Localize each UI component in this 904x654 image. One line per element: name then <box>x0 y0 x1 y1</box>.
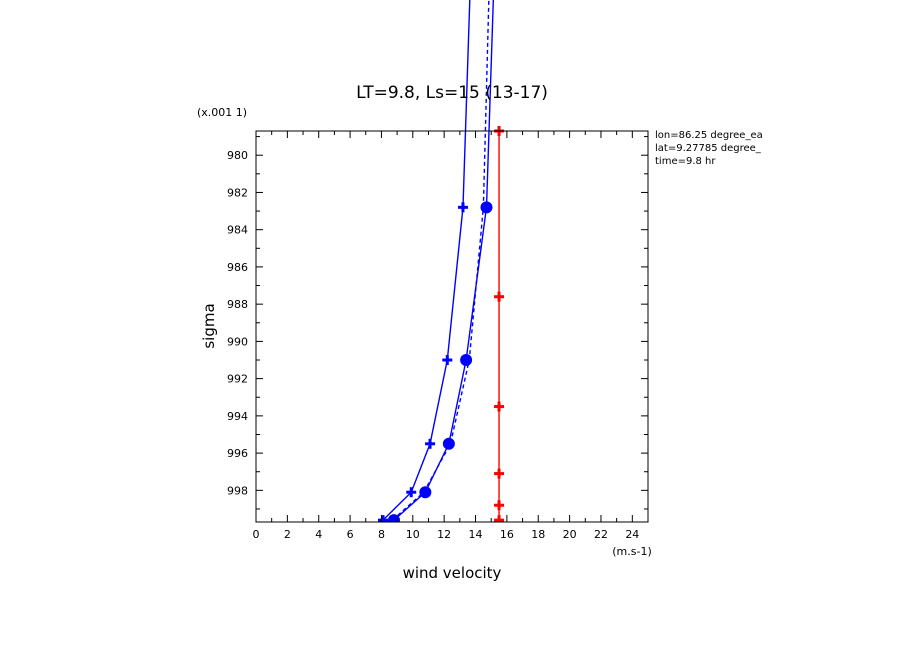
x-tick-label: 20 <box>563 528 577 541</box>
series-4-point <box>494 515 505 522</box>
series-1-point <box>425 438 436 449</box>
series-4-point <box>494 401 505 412</box>
x-tick-label: 18 <box>531 528 545 541</box>
x-tick-label: 22 <box>594 528 608 541</box>
y-tick-label: 986 <box>227 261 248 274</box>
info-lon: lon=86.25 degree_ea <box>655 130 763 141</box>
y-axis-label: sigma <box>200 303 218 348</box>
axes-layer: 0 2 4 6 8 10 12 14 16 18 20 22 249809829849869889909… <box>227 130 649 541</box>
x-tick-label: 6 <box>347 528 354 541</box>
y-tick-label: 980 <box>227 149 248 162</box>
series-3-line <box>391 0 490 521</box>
x-tick-label: 24 <box>625 528 639 541</box>
x-unit-label: (m.s-1) <box>612 545 652 558</box>
x-tick-label: 10 <box>406 528 420 541</box>
y-tick-label: 998 <box>227 484 248 497</box>
y-unit-label: (x.001 1) <box>197 106 247 119</box>
series-4-point <box>494 500 505 511</box>
y-tick-label: 988 <box>227 298 248 311</box>
x-tick-label: 14 <box>469 528 483 541</box>
x-tick-label: 4 <box>315 528 322 541</box>
x-tick-label: 12 <box>437 528 451 541</box>
series-1-point <box>406 487 417 498</box>
chart-title: LT=9.8, Ls=15 (13-17) <box>356 83 548 103</box>
series-2-point <box>419 486 432 499</box>
series-1-point <box>442 355 453 366</box>
y-tick-label: 982 <box>227 186 248 199</box>
plot-frame <box>255 130 649 523</box>
info-time: time=9.8 hr <box>655 156 716 167</box>
series-1-point <box>457 202 468 213</box>
series-4-point <box>494 291 505 302</box>
x-tick-label: 16 <box>500 528 514 541</box>
series-2-point <box>460 354 473 367</box>
x-tick-label: 0 <box>253 528 260 541</box>
x-axis-label: wind velocity <box>403 564 502 582</box>
info-lat: lat=9.27785 degree_ <box>655 143 762 154</box>
series-1-line <box>382 0 471 521</box>
series-2-line <box>393 0 495 521</box>
y-tick-label: 992 <box>227 373 248 386</box>
y-tick-label: 990 <box>227 335 248 348</box>
series-layer <box>378 0 505 522</box>
series-4-point <box>494 468 505 479</box>
series-2-point <box>442 437 455 450</box>
y-tick-label: 984 <box>227 224 248 237</box>
x-tick-label: 8 <box>378 528 385 541</box>
x-tick-label: 2 <box>284 528 291 541</box>
series-1-point <box>378 515 389 522</box>
y-tick-label: 996 <box>227 447 248 460</box>
y-tick-label: 994 <box>227 410 248 423</box>
